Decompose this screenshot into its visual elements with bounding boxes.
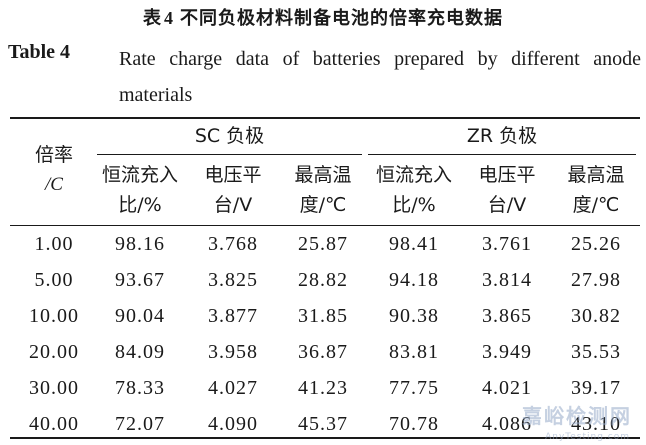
value-cell: 3.825 (208, 269, 258, 291)
rate-cell: 30.00 (29, 377, 79, 399)
col-header-zr-charge-ratio: 恒流充入比/% (368, 160, 460, 220)
value-cell: 28.82 (298, 269, 348, 291)
table-caption-cn: 表 4 不同负极材料制备电池的倍率充电数据 (0, 4, 646, 30)
group-header-zr: ZR 负极 (466, 125, 538, 147)
watermark-url: AnyTesting.com (545, 432, 630, 442)
value-cell: 39.17 (571, 377, 621, 399)
value-cell: 25.26 (571, 233, 621, 255)
watermark-logo: 嘉峪检测网 (522, 404, 632, 428)
col-header-line: 电压平 (204, 164, 262, 186)
value-cell: 4.027 (208, 377, 258, 399)
top-rule (10, 117, 640, 119)
col-header-line: 恒流充入 (101, 164, 178, 186)
col-header-line: 度/℃ (572, 194, 620, 216)
value-cell: 98.16 (115, 233, 165, 255)
value-cell: 98.41 (389, 233, 439, 255)
value-cell: 78.33 (115, 377, 165, 399)
value-cell: 31.85 (298, 305, 348, 327)
rate-cell: 5.00 (34, 269, 74, 291)
bottom-rule (10, 437, 640, 439)
group-header-sc: SC 负极 (194, 125, 265, 147)
value-cell: 3.949 (482, 341, 532, 363)
value-cell: 30.82 (571, 305, 621, 327)
value-cell: 41.23 (298, 377, 348, 399)
group-rule-sc (97, 154, 362, 155)
value-cell: 84.09 (115, 341, 165, 363)
value-cell: 3.958 (208, 341, 258, 363)
value-cell: 93.67 (115, 269, 165, 291)
caption-title-cn: 不同负极材料制备电池的倍率充电数据 (180, 8, 503, 29)
value-cell: 43.10 (571, 413, 621, 435)
value-cell: 3.877 (208, 305, 258, 327)
col-header-sc-charge-ratio: 恒流充入比/% (94, 160, 186, 220)
rate-cell: 20.00 (29, 341, 79, 363)
col-header-line: 电压平 (478, 164, 536, 186)
col-header-sc-voltage: 电压平台/V (190, 160, 276, 220)
col-header-line: 最高温 (294, 164, 352, 186)
col-header-sc-temperature: 最高温度/℃ (280, 160, 366, 220)
rate-cell: 40.00 (29, 413, 79, 435)
value-cell: 27.98 (571, 269, 621, 291)
value-cell: 90.04 (115, 305, 165, 327)
value-cell: 25.87 (298, 233, 348, 255)
value-cell: 83.81 (389, 341, 439, 363)
value-cell: 4.021 (482, 377, 532, 399)
value-cell: 3.814 (482, 269, 532, 291)
value-cell: 45.37 (298, 413, 348, 435)
col-header-line: 度/℃ (299, 194, 347, 216)
value-cell: 77.75 (389, 377, 439, 399)
table-title-en: Rate charge data of batteries prepared b… (119, 48, 641, 106)
rate-header: 倍率 /C (12, 140, 96, 200)
value-cell: 35.53 (571, 341, 621, 363)
value-cell: 70.78 (389, 413, 439, 435)
value-cell: 94.18 (389, 269, 439, 291)
value-cell: 72.07 (115, 413, 165, 435)
value-cell: 3.768 (208, 233, 258, 255)
value-cell: 90.38 (389, 305, 439, 327)
table-label-en: Table 4 (8, 41, 71, 63)
col-header-line: 台/V (213, 194, 253, 216)
value-cell: 4.090 (208, 413, 258, 435)
rate-cell: 10.00 (29, 305, 79, 327)
rate-header-line1: 倍率 (34, 144, 73, 166)
header-rule (10, 225, 640, 226)
col-header-zr-voltage: 电压平台/V (463, 160, 551, 220)
col-header-line: 最高温 (567, 164, 625, 186)
caption-number: 4 (164, 8, 174, 28)
value-cell: 4.086 (482, 413, 532, 435)
col-header-line: 恒流充入 (375, 164, 452, 186)
col-header-line: 比/% (392, 194, 436, 216)
group-rule-zr (368, 154, 636, 155)
value-cell: 3.865 (482, 305, 532, 327)
col-header-zr-temperature: 最高温度/℃ (552, 160, 640, 220)
value-cell: 3.761 (482, 233, 532, 255)
caption-prefix: 表 (143, 8, 162, 29)
value-cell: 36.87 (298, 341, 348, 363)
col-header-line: 台/V (487, 194, 527, 216)
rate-header-line2: /C (45, 174, 63, 195)
rate-cell: 1.00 (34, 233, 74, 255)
col-header-line: 比/% (118, 194, 162, 216)
